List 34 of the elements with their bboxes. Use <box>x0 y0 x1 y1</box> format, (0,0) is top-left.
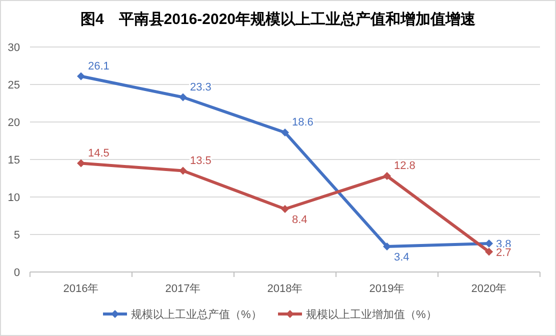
point <box>77 159 85 168</box>
legend-label: 规模以上工业增加值（%） <box>306 308 437 321</box>
y-tick-label: 30 <box>8 42 20 54</box>
chart-title: 图4 平南县2016-2020年规模以上工业总产值和增加值增速 <box>80 11 477 28</box>
y-tick-label: 5 <box>14 230 20 242</box>
legend-label: 规模以上工业总产值（%） <box>131 308 262 321</box>
point <box>77 72 85 80</box>
y-tick-label: 25 <box>8 80 20 92</box>
data-label: 8.4 <box>292 214 308 226</box>
point <box>383 172 391 180</box>
point <box>383 242 391 250</box>
data-label: 2.7 <box>496 246 512 259</box>
x-tick-label: 2020年 <box>471 283 507 295</box>
data-label: 18.6 <box>292 116 314 128</box>
y-tick-label: 0 <box>14 267 20 279</box>
data-label: 13.5 <box>190 154 212 167</box>
data-label: 26.1 <box>88 60 110 72</box>
data-label: 23.3 <box>190 81 212 94</box>
x-tick-label: 2019年 <box>369 283 405 295</box>
point <box>485 248 493 256</box>
x-tick-label: 2018年 <box>267 283 303 295</box>
y-tick-label: 20 <box>8 117 20 129</box>
y-tick-label: 10 <box>8 192 20 204</box>
point <box>179 93 187 102</box>
point <box>281 205 289 213</box>
y-tick-label: 15 <box>8 154 20 166</box>
x-tick-label: 2016年 <box>63 283 99 295</box>
x-tick-label: 2017年 <box>165 283 201 295</box>
point <box>281 128 289 136</box>
point <box>179 166 187 175</box>
data-label: 3.4 <box>394 252 410 264</box>
point <box>485 240 493 248</box>
data-label: 14.5 <box>88 147 110 160</box>
data-label: 12.8 <box>394 160 416 172</box>
